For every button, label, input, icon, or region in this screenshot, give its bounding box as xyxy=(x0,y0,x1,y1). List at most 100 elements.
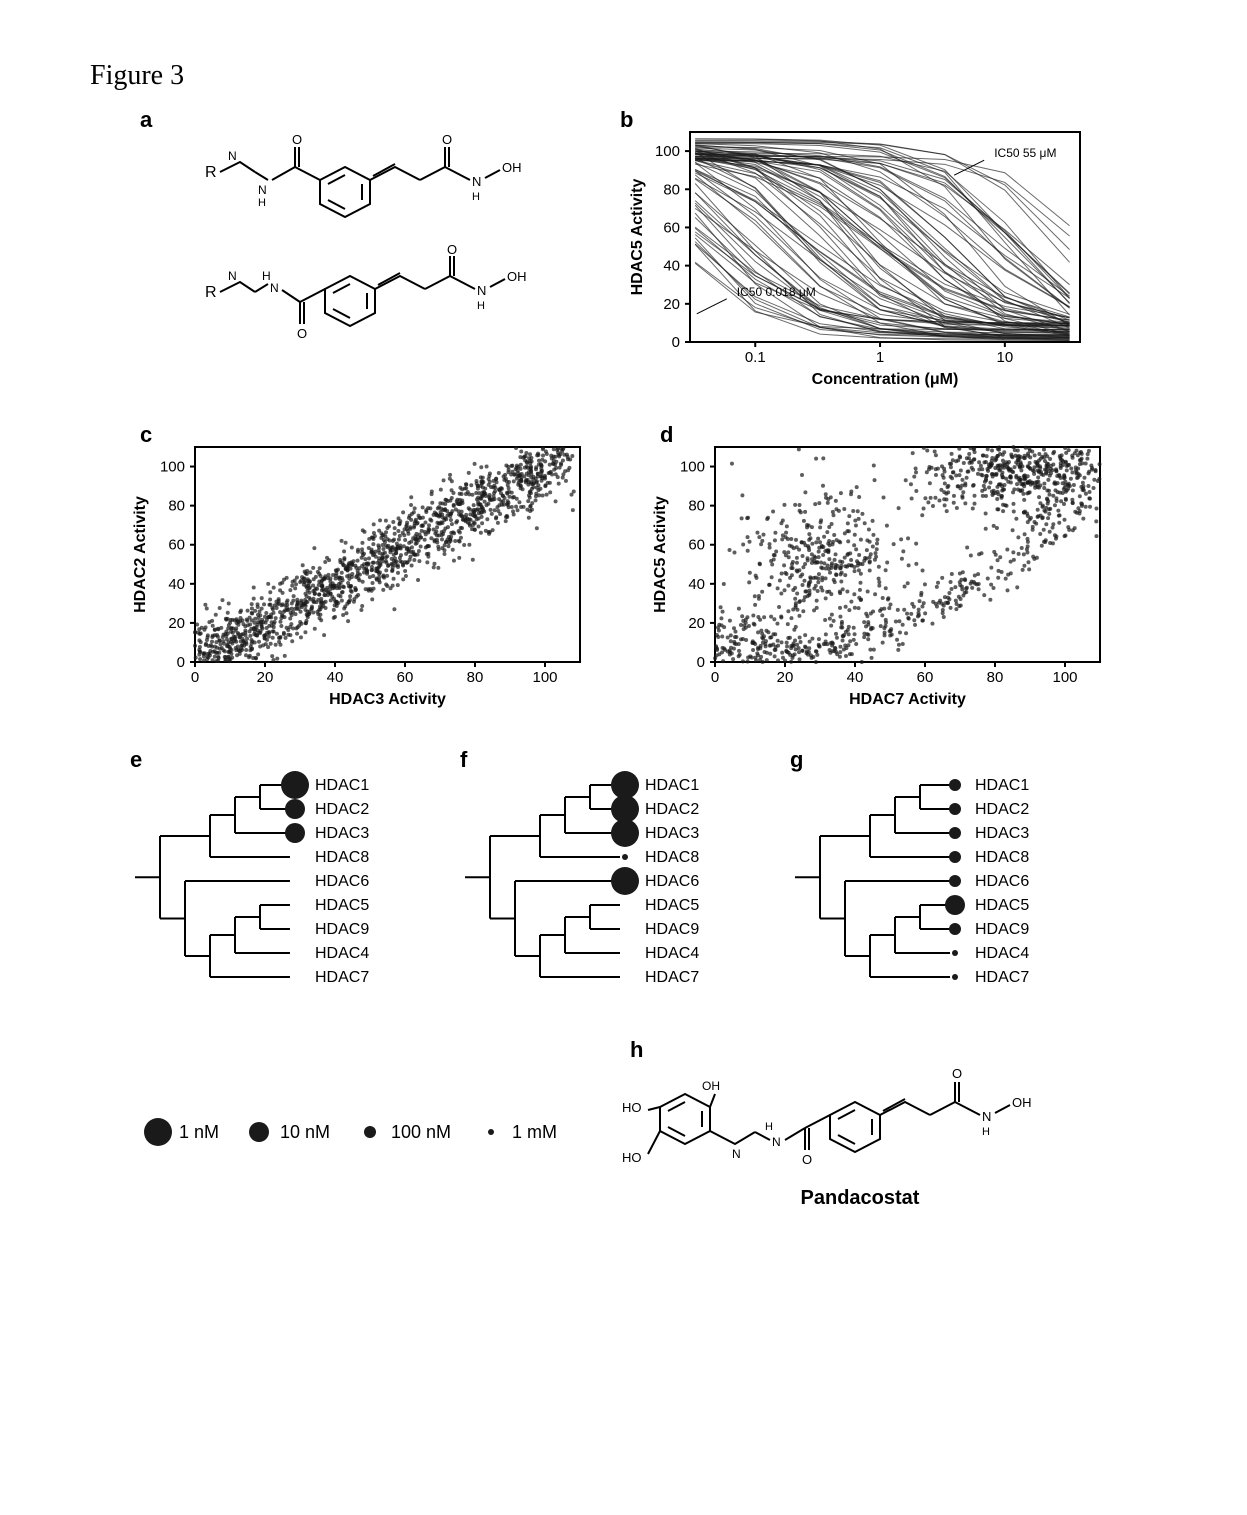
svg-text:40: 40 xyxy=(168,576,185,593)
svg-text:N: N xyxy=(228,149,237,163)
svg-text:60: 60 xyxy=(663,219,680,236)
svg-text:40: 40 xyxy=(663,258,680,275)
legend-item: 10 nM xyxy=(244,1117,330,1147)
legend-label: 10 nM xyxy=(280,1122,330,1143)
legend-item: 1 nM xyxy=(143,1117,219,1147)
svg-text:R: R xyxy=(205,284,217,301)
legend-label: 1 nM xyxy=(179,1122,219,1143)
svg-text:60: 60 xyxy=(397,669,414,686)
svg-text:R: R xyxy=(205,164,217,181)
svg-text:HDAC4: HDAC4 xyxy=(975,945,1029,962)
svg-text:80: 80 xyxy=(688,498,705,515)
svg-text:HDAC8: HDAC8 xyxy=(975,849,1029,866)
legend-item: 100 nM xyxy=(355,1117,451,1147)
svg-text:40: 40 xyxy=(847,669,864,686)
svg-text:HDAC8: HDAC8 xyxy=(645,849,699,866)
svg-text:H: H xyxy=(258,197,266,209)
svg-text:HDAC6: HDAC6 xyxy=(315,873,369,890)
svg-text:OH: OH xyxy=(507,269,527,284)
svg-text:HDAC9: HDAC9 xyxy=(315,921,369,938)
svg-text:O: O xyxy=(952,1066,962,1081)
svg-text:80: 80 xyxy=(168,498,185,515)
svg-text:20: 20 xyxy=(688,615,705,632)
figure-grid: a R N N H O xyxy=(120,112,1167,1222)
legend: 1 nM10 nM100 nM1 mM xyxy=(120,1117,580,1147)
legend-label: 100 nM xyxy=(391,1122,451,1143)
svg-text:HDAC5 Activity: HDAC5 Activity xyxy=(652,496,669,613)
svg-text:OH: OH xyxy=(502,160,522,175)
panel-a-label: a xyxy=(140,107,152,133)
svg-text:HDAC5: HDAC5 xyxy=(315,897,369,914)
svg-text:N: N xyxy=(228,269,237,283)
svg-text:0.1: 0.1 xyxy=(745,349,766,366)
svg-text:HDAC5: HDAC5 xyxy=(645,897,699,914)
panel-a: a R N N H O xyxy=(120,112,580,372)
chart-c: 020406080100020406080100HDAC3 ActivityHD… xyxy=(120,422,600,722)
svg-text:HDAC7: HDAC7 xyxy=(315,969,369,986)
svg-text:O: O xyxy=(442,132,452,147)
svg-text:Concentration (μM): Concentration (μM) xyxy=(812,371,959,388)
svg-text:O: O xyxy=(802,1152,812,1167)
svg-text:100: 100 xyxy=(680,459,705,476)
chart-d: 020406080100020406080100HDAC7 ActivityHD… xyxy=(640,422,1120,722)
svg-text:HDAC7: HDAC7 xyxy=(645,969,699,986)
svg-text:40: 40 xyxy=(327,669,344,686)
panel-c: c 020406080100020406080100HDAC3 Activity… xyxy=(120,422,600,722)
svg-text:100: 100 xyxy=(532,669,557,686)
svg-text:20: 20 xyxy=(663,296,680,313)
panel-h-label: h xyxy=(630,1037,643,1063)
panel-g: g HDAC1HDAC2HDAC3HDAC8HDAC6HDAC5HDAC9HDA… xyxy=(780,752,1090,1012)
svg-text:20: 20 xyxy=(257,669,274,686)
svg-text:HDAC5 Activity: HDAC5 Activity xyxy=(629,179,646,296)
panel-f: f HDAC1HDAC2HDAC3HDAC8HDAC6HDAC5HDAC9HDA… xyxy=(450,752,760,1012)
svg-text:60: 60 xyxy=(688,537,705,554)
svg-text:100: 100 xyxy=(1052,669,1077,686)
svg-text:O: O xyxy=(292,132,302,147)
panel-b-label: b xyxy=(620,107,633,133)
panel-d-label: d xyxy=(660,422,673,448)
panel-e-label: e xyxy=(130,747,142,773)
row-2: c 0 20 40 60 80 100 0 20 40 60 80 100 HDAC3 Activity… xyxy=(120,422,1167,722)
svg-text:0: 0 xyxy=(697,654,705,671)
svg-text:HDAC2: HDAC2 xyxy=(645,801,699,818)
svg-text:H: H xyxy=(477,300,485,312)
svg-text:HDAC3: HDAC3 xyxy=(645,825,699,842)
panel-c-label: c xyxy=(140,422,152,448)
svg-text:N: N xyxy=(472,174,481,189)
svg-text:N: N xyxy=(772,1135,781,1149)
svg-text:N: N xyxy=(732,1147,741,1161)
svg-text:HDAC2: HDAC2 xyxy=(315,801,369,818)
svg-text:HDAC3 Activity: HDAC3 Activity xyxy=(329,691,446,708)
svg-text:1: 1 xyxy=(876,349,884,366)
svg-text:0: 0 xyxy=(191,669,199,686)
svg-text:HDAC2 Activity: HDAC2 Activity xyxy=(132,496,149,613)
svg-text:OH: OH xyxy=(702,1079,720,1093)
dendrogram-e: HDAC1HDAC2HDAC3HDAC8HDAC6HDAC5HDAC9HDAC4… xyxy=(120,767,430,1007)
svg-text:HDAC6: HDAC6 xyxy=(975,873,1029,890)
svg-text:HDAC7: HDAC7 xyxy=(975,969,1029,986)
panel-f-label: f xyxy=(460,747,467,773)
svg-text:HO: HO xyxy=(622,1150,642,1165)
svg-text:0: 0 xyxy=(177,654,185,671)
svg-text:0: 0 xyxy=(711,669,719,686)
svg-text:60: 60 xyxy=(917,669,934,686)
svg-text:HDAC2: HDAC2 xyxy=(975,801,1029,818)
panel-d: d 020406080100020406080100HDAC7 Activity… xyxy=(640,422,1120,722)
chem-structure-meta: R N N H O xyxy=(200,122,560,232)
chem-structure-pandacostat: HO HO OH N H N O xyxy=(620,1052,1080,1182)
svg-text:HDAC9: HDAC9 xyxy=(975,921,1029,938)
svg-text:H: H xyxy=(982,1126,990,1138)
chart-b: 0204060801000.1110Concentration (μM)HDAC… xyxy=(620,112,1100,392)
dendrogram-f: HDAC1HDAC2HDAC3HDAC8HDAC6HDAC5HDAC9HDAC4… xyxy=(450,767,760,1007)
svg-text:N: N xyxy=(258,183,267,197)
panel-h: h HO HO OH N H N xyxy=(620,1042,1100,1222)
svg-text:20: 20 xyxy=(168,615,185,632)
chem-structure-para: R N H N O xyxy=(200,242,560,362)
svg-text:HDAC7 Activity: HDAC7 Activity xyxy=(849,691,966,708)
svg-text:OH: OH xyxy=(1012,1095,1032,1110)
svg-text:HDAC6: HDAC6 xyxy=(645,873,699,890)
svg-text:0: 0 xyxy=(672,334,680,351)
svg-text:HO: HO xyxy=(622,1100,642,1115)
figure-title: Figure 3 xyxy=(90,60,1167,92)
panel-g-label: g xyxy=(790,747,803,773)
